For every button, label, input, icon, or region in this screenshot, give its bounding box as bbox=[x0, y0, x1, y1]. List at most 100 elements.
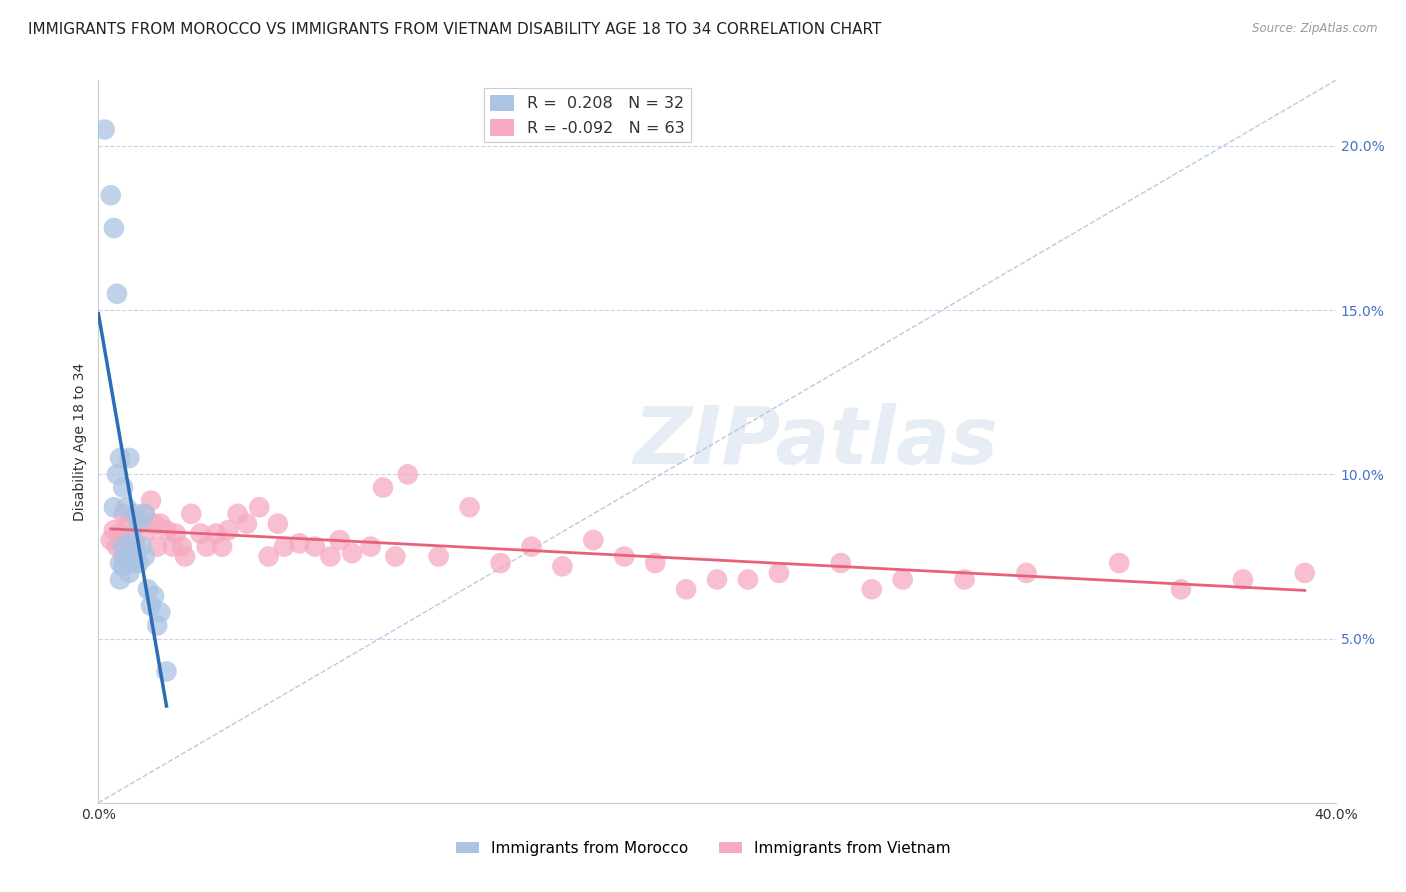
Text: IMMIGRANTS FROM MOROCCO VS IMMIGRANTS FROM VIETNAM DISABILITY AGE 18 TO 34 CORRE: IMMIGRANTS FROM MOROCCO VS IMMIGRANTS FR… bbox=[28, 22, 882, 37]
Point bbox=[267, 516, 290, 531]
Point bbox=[1015, 566, 1038, 580]
Point bbox=[136, 582, 159, 597]
Point bbox=[329, 533, 352, 547]
Point bbox=[247, 500, 270, 515]
Point bbox=[174, 549, 197, 564]
Point bbox=[162, 540, 184, 554]
Point bbox=[458, 500, 481, 515]
Point bbox=[217, 523, 239, 537]
Point bbox=[134, 549, 156, 564]
Point bbox=[195, 540, 218, 554]
Point bbox=[384, 549, 406, 564]
Point bbox=[737, 573, 759, 587]
Point bbox=[118, 450, 141, 465]
Point bbox=[112, 549, 135, 564]
Point bbox=[226, 507, 249, 521]
Point bbox=[1294, 566, 1316, 580]
Point bbox=[706, 573, 728, 587]
Point bbox=[1108, 556, 1130, 570]
Point bbox=[644, 556, 666, 570]
Point bbox=[768, 566, 790, 580]
Point bbox=[105, 540, 128, 554]
Point bbox=[124, 507, 146, 521]
Point bbox=[273, 540, 295, 554]
Point bbox=[551, 559, 574, 574]
Legend: Immigrants from Morocco, Immigrants from Vietnam: Immigrants from Morocco, Immigrants from… bbox=[450, 835, 956, 862]
Point bbox=[582, 533, 605, 547]
Point bbox=[108, 556, 131, 570]
Point bbox=[675, 582, 697, 597]
Point bbox=[118, 513, 141, 527]
Point bbox=[143, 516, 166, 531]
Point bbox=[288, 536, 311, 550]
Point bbox=[371, 481, 394, 495]
Point bbox=[93, 122, 115, 136]
Point bbox=[304, 540, 326, 554]
Point bbox=[108, 573, 131, 587]
Text: Source: ZipAtlas.com: Source: ZipAtlas.com bbox=[1253, 22, 1378, 36]
Text: ZIPatlas: ZIPatlas bbox=[634, 402, 998, 481]
Point bbox=[128, 556, 150, 570]
Point bbox=[115, 553, 138, 567]
Point bbox=[211, 540, 233, 554]
Point bbox=[115, 500, 138, 515]
Point bbox=[319, 549, 342, 564]
Point bbox=[149, 516, 172, 531]
Point bbox=[100, 188, 122, 202]
Point bbox=[136, 523, 159, 537]
Point bbox=[489, 556, 512, 570]
Point bbox=[100, 533, 122, 547]
Point bbox=[155, 523, 177, 537]
Point bbox=[427, 549, 450, 564]
Point bbox=[139, 599, 162, 613]
Point bbox=[891, 573, 914, 587]
Point bbox=[118, 566, 141, 580]
Point bbox=[830, 556, 852, 570]
Point bbox=[105, 467, 128, 482]
Point bbox=[146, 540, 169, 554]
Point bbox=[340, 546, 363, 560]
Point bbox=[396, 467, 419, 482]
Point bbox=[112, 540, 135, 554]
Point bbox=[112, 481, 135, 495]
Point bbox=[103, 523, 125, 537]
Point bbox=[205, 526, 228, 541]
Point bbox=[146, 618, 169, 632]
Point bbox=[139, 493, 162, 508]
Point bbox=[134, 507, 156, 521]
Point bbox=[128, 516, 150, 531]
Point bbox=[520, 540, 543, 554]
Point bbox=[953, 573, 976, 587]
Point bbox=[165, 526, 187, 541]
Point bbox=[143, 589, 166, 603]
Y-axis label: Disability Age 18 to 34: Disability Age 18 to 34 bbox=[73, 362, 87, 521]
Point bbox=[236, 516, 259, 531]
Point bbox=[170, 540, 193, 554]
Point bbox=[131, 540, 153, 554]
Point bbox=[103, 221, 125, 235]
Point bbox=[108, 526, 131, 541]
Point bbox=[860, 582, 883, 597]
Point bbox=[257, 549, 280, 564]
Point bbox=[105, 286, 128, 301]
Point bbox=[124, 553, 146, 567]
Point bbox=[121, 556, 143, 570]
Point bbox=[190, 526, 212, 541]
Point bbox=[128, 516, 150, 531]
Point bbox=[1232, 573, 1254, 587]
Point bbox=[134, 507, 156, 521]
Point bbox=[180, 507, 202, 521]
Point bbox=[112, 507, 135, 521]
Point bbox=[108, 450, 131, 465]
Point bbox=[360, 540, 382, 554]
Point bbox=[1170, 582, 1192, 597]
Point bbox=[121, 533, 143, 547]
Legend: R =  0.208   N = 32, R = -0.092   N = 63: R = 0.208 N = 32, R = -0.092 N = 63 bbox=[484, 88, 690, 142]
Point bbox=[124, 536, 146, 550]
Point bbox=[613, 549, 636, 564]
Point bbox=[103, 500, 125, 515]
Point bbox=[155, 665, 177, 679]
Point bbox=[149, 605, 172, 619]
Point bbox=[118, 546, 141, 560]
Point bbox=[115, 533, 138, 547]
